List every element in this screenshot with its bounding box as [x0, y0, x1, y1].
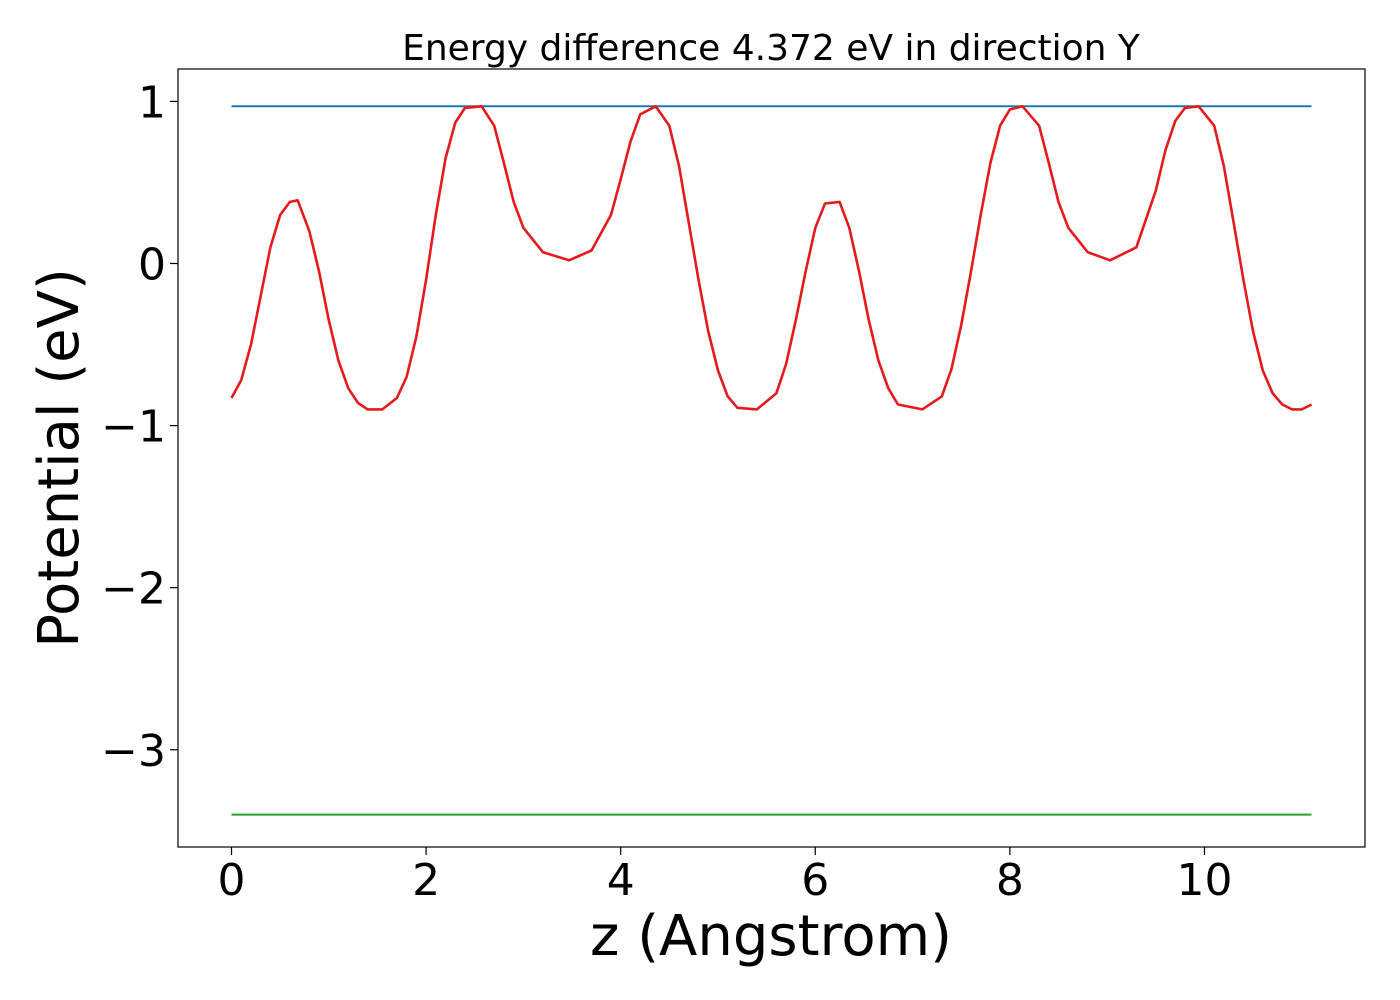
y-axis-label: Potential (eV) [27, 268, 92, 648]
y-tick-label: −3 [101, 726, 166, 777]
y-tick-label: −1 [101, 402, 166, 453]
x-tick-label: 4 [607, 855, 635, 906]
y-axis: 1 0 −1 −2 −3 [101, 77, 178, 777]
x-tick-label: 2 [412, 855, 440, 906]
x-axis: 0 2 4 6 8 10 [218, 847, 1232, 906]
x-axis-label: z (Angstrom) [590, 904, 952, 969]
x-tick-label: 6 [801, 855, 829, 906]
series-line-2 [230, 105, 1313, 411]
plot-area [230, 105, 1313, 816]
y-tick-label: 0 [138, 240, 166, 291]
chart-title: Energy difference 4.372 eV in direction … [402, 28, 1141, 69]
axes-frame [177, 68, 1366, 848]
x-tick-label: 8 [996, 855, 1024, 906]
x-tick-label: 10 [1176, 855, 1232, 906]
y-tick-label: 1 [138, 77, 166, 128]
x-tick-label: 0 [218, 855, 246, 906]
y-tick-label: −2 [101, 564, 166, 615]
